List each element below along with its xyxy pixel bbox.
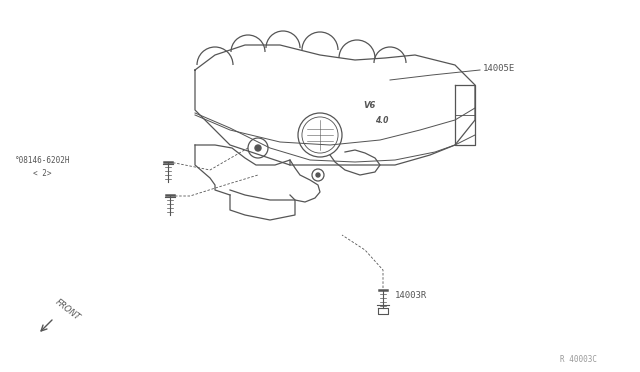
Text: 14003R: 14003R xyxy=(395,291,428,299)
Text: V6: V6 xyxy=(364,100,376,109)
Text: < 2>: < 2> xyxy=(33,169,51,177)
Text: R 40003C: R 40003C xyxy=(560,355,597,364)
Text: 4.0: 4.0 xyxy=(375,115,388,125)
Circle shape xyxy=(316,173,320,177)
Text: 14005E: 14005E xyxy=(483,64,515,73)
Text: °08146-6202H: °08146-6202H xyxy=(15,155,70,164)
Text: FRONT: FRONT xyxy=(54,298,82,323)
Circle shape xyxy=(255,145,261,151)
